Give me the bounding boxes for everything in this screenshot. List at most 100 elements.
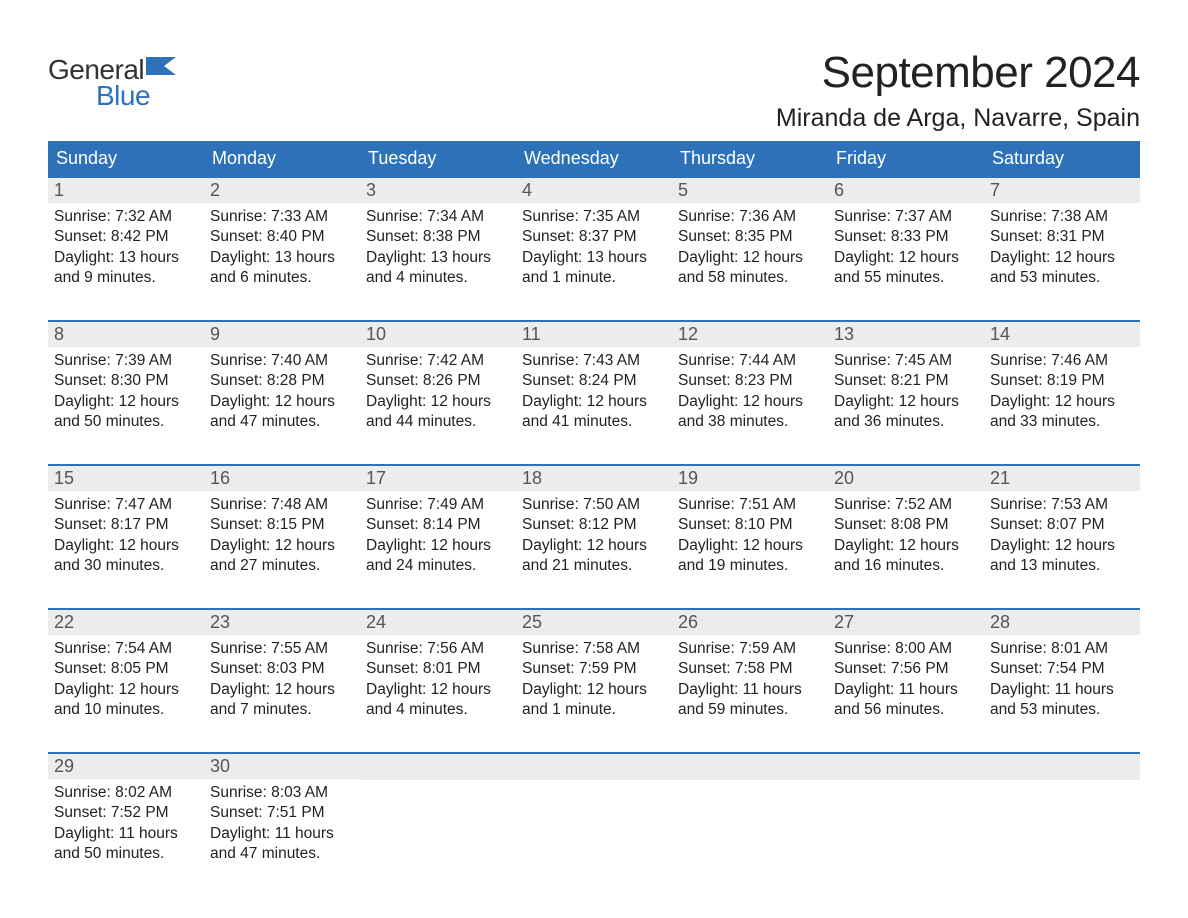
sunset-text: Sunset: 8:23 PM (678, 371, 822, 391)
location-text: Miranda de Arga, Navarre, Spain (776, 104, 1140, 133)
day-body: Sunrise: 7:55 AMSunset: 8:03 PMDaylight:… (204, 635, 360, 725)
daylight-line2: and 53 minutes. (990, 700, 1134, 720)
dow-sunday: Sunday (48, 141, 204, 176)
daylight-line1: Daylight: 12 hours (210, 680, 354, 700)
sunrise-text: Sunrise: 7:56 AM (366, 639, 510, 659)
daylight-line2: and 44 minutes. (366, 412, 510, 432)
day-of-week-row: Sunday Monday Tuesday Wednesday Thursday… (48, 141, 1140, 176)
day-cell: 27Sunrise: 8:00 AMSunset: 7:56 PMDayligh… (828, 610, 984, 738)
sunrise-text: Sunrise: 7:52 AM (834, 495, 978, 515)
day-body: Sunrise: 7:36 AMSunset: 8:35 PMDaylight:… (672, 203, 828, 293)
day-cell (672, 754, 828, 882)
day-body: Sunrise: 8:02 AMSunset: 7:52 PMDaylight:… (48, 779, 204, 869)
daylight-line2: and 4 minutes. (366, 268, 510, 288)
day-number: 8 (48, 322, 204, 347)
day-body: Sunrise: 7:46 AMSunset: 8:19 PMDaylight:… (984, 347, 1140, 437)
sunrise-text: Sunrise: 7:32 AM (54, 207, 198, 227)
daylight-line2: and 19 minutes. (678, 556, 822, 576)
day-cell: 2Sunrise: 7:33 AMSunset: 8:40 PMDaylight… (204, 178, 360, 306)
daylight-line1: Daylight: 11 hours (678, 680, 822, 700)
day-number: 2 (204, 178, 360, 203)
daylight-line2: and 4 minutes. (366, 700, 510, 720)
day-cell: 21Sunrise: 7:53 AMSunset: 8:07 PMDayligh… (984, 466, 1140, 594)
day-cell: 25Sunrise: 7:58 AMSunset: 7:59 PMDayligh… (516, 610, 672, 738)
daylight-line1: Daylight: 12 hours (834, 248, 978, 268)
daylight-line2: and 59 minutes. (678, 700, 822, 720)
day-cell: 20Sunrise: 7:52 AMSunset: 8:08 PMDayligh… (828, 466, 984, 594)
sunrise-text: Sunrise: 7:49 AM (366, 495, 510, 515)
day-cell: 9Sunrise: 7:40 AMSunset: 8:28 PMDaylight… (204, 322, 360, 450)
day-number: 25 (516, 610, 672, 635)
daylight-line1: Daylight: 13 hours (522, 248, 666, 268)
sunset-text: Sunset: 8:24 PM (522, 371, 666, 391)
daylight-line1: Daylight: 12 hours (990, 392, 1134, 412)
sunset-text: Sunset: 8:42 PM (54, 227, 198, 247)
day-number: 27 (828, 610, 984, 635)
day-cell (360, 754, 516, 882)
day-cell: 13Sunrise: 7:45 AMSunset: 8:21 PMDayligh… (828, 322, 984, 450)
empty-day-number (984, 754, 1140, 780)
sunrise-text: Sunrise: 7:58 AM (522, 639, 666, 659)
sunset-text: Sunset: 8:01 PM (366, 659, 510, 679)
sunrise-text: Sunrise: 7:48 AM (210, 495, 354, 515)
sunrise-text: Sunrise: 7:42 AM (366, 351, 510, 371)
day-cell: 14Sunrise: 7:46 AMSunset: 8:19 PMDayligh… (984, 322, 1140, 450)
day-cell: 30Sunrise: 8:03 AMSunset: 7:51 PMDayligh… (204, 754, 360, 882)
week-row: 1Sunrise: 7:32 AMSunset: 8:42 PMDaylight… (48, 176, 1140, 306)
day-number: 1 (48, 178, 204, 203)
day-cell: 1Sunrise: 7:32 AMSunset: 8:42 PMDaylight… (48, 178, 204, 306)
daylight-line2: and 10 minutes. (54, 700, 198, 720)
sunrise-text: Sunrise: 7:33 AM (210, 207, 354, 227)
day-body: Sunrise: 7:32 AMSunset: 8:42 PMDaylight:… (48, 203, 204, 293)
sunrise-text: Sunrise: 7:53 AM (990, 495, 1134, 515)
day-body: Sunrise: 7:37 AMSunset: 8:33 PMDaylight:… (828, 203, 984, 293)
day-body: Sunrise: 7:38 AMSunset: 8:31 PMDaylight:… (984, 203, 1140, 293)
day-cell: 28Sunrise: 8:01 AMSunset: 7:54 PMDayligh… (984, 610, 1140, 738)
daylight-line1: Daylight: 11 hours (834, 680, 978, 700)
day-body: Sunrise: 7:54 AMSunset: 8:05 PMDaylight:… (48, 635, 204, 725)
day-number: 21 (984, 466, 1140, 491)
day-cell: 19Sunrise: 7:51 AMSunset: 8:10 PMDayligh… (672, 466, 828, 594)
day-number: 4 (516, 178, 672, 203)
month-title: September 2024 (776, 48, 1140, 98)
daylight-line2: and 56 minutes. (834, 700, 978, 720)
daylight-line2: and 27 minutes. (210, 556, 354, 576)
day-cell: 3Sunrise: 7:34 AMSunset: 8:38 PMDaylight… (360, 178, 516, 306)
week-row: 22Sunrise: 7:54 AMSunset: 8:05 PMDayligh… (48, 608, 1140, 738)
day-body: Sunrise: 7:51 AMSunset: 8:10 PMDaylight:… (672, 491, 828, 581)
day-body: Sunrise: 7:53 AMSunset: 8:07 PMDaylight:… (984, 491, 1140, 581)
sunrise-text: Sunrise: 7:45 AM (834, 351, 978, 371)
title-block: September 2024 Miranda de Arga, Navarre,… (776, 38, 1140, 133)
day-cell (516, 754, 672, 882)
daylight-line1: Daylight: 12 hours (522, 536, 666, 556)
dow-wednesday: Wednesday (516, 141, 672, 176)
day-number: 13 (828, 322, 984, 347)
daylight-line2: and 38 minutes. (678, 412, 822, 432)
sunset-text: Sunset: 8:28 PM (210, 371, 354, 391)
daylight-line1: Daylight: 11 hours (54, 824, 198, 844)
daylight-line1: Daylight: 11 hours (990, 680, 1134, 700)
day-number: 29 (48, 754, 204, 779)
day-number: 17 (360, 466, 516, 491)
daylight-line2: and 33 minutes. (990, 412, 1134, 432)
day-body: Sunrise: 7:59 AMSunset: 7:58 PMDaylight:… (672, 635, 828, 725)
daylight-line2: and 55 minutes. (834, 268, 978, 288)
daylight-line1: Daylight: 12 hours (990, 536, 1134, 556)
week-row: 15Sunrise: 7:47 AMSunset: 8:17 PMDayligh… (48, 464, 1140, 594)
day-cell: 24Sunrise: 7:56 AMSunset: 8:01 PMDayligh… (360, 610, 516, 738)
day-body: Sunrise: 7:49 AMSunset: 8:14 PMDaylight:… (360, 491, 516, 581)
day-cell (984, 754, 1140, 882)
dow-tuesday: Tuesday (360, 141, 516, 176)
daylight-line2: and 7 minutes. (210, 700, 354, 720)
daylight-line2: and 1 minute. (522, 268, 666, 288)
sunset-text: Sunset: 7:59 PM (522, 659, 666, 679)
daylight-line1: Daylight: 12 hours (678, 248, 822, 268)
daylight-line1: Daylight: 12 hours (678, 536, 822, 556)
header: General Blue September 2024 Miranda de A… (48, 38, 1140, 133)
sunrise-text: Sunrise: 7:35 AM (522, 207, 666, 227)
day-body: Sunrise: 7:44 AMSunset: 8:23 PMDaylight:… (672, 347, 828, 437)
day-number: 30 (204, 754, 360, 779)
sunrise-text: Sunrise: 8:02 AM (54, 783, 198, 803)
week-row: 29Sunrise: 8:02 AMSunset: 7:52 PMDayligh… (48, 752, 1140, 882)
sunrise-text: Sunrise: 7:43 AM (522, 351, 666, 371)
